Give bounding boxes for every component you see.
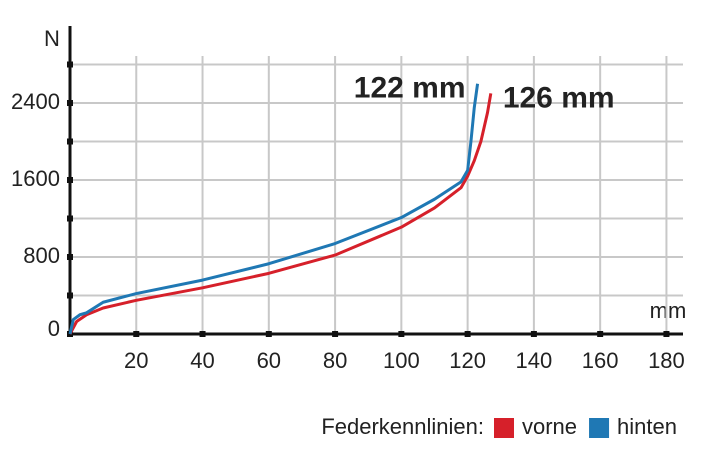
legend-label: hinten [617,414,677,439]
x-tick-label: 160 [582,348,619,373]
x-tick-label: 40 [190,348,214,373]
data-line [68,83,480,335]
y-tick-label: 2400 [11,89,60,114]
x-tick-label: 100 [383,348,420,373]
legend-swatch [589,418,610,438]
legend-title: Federkennlinien: [321,414,484,439]
x-tick-label: 80 [323,348,347,373]
y-tick-label: 0 [48,316,60,341]
x-tick-label: 180 [648,348,685,373]
x-tick-label: 120 [449,348,486,373]
data-line [68,93,493,335]
annotation: 126 mm [503,81,615,114]
annotation: 122 mm [354,72,466,105]
y-axis-label: N [44,26,60,51]
legend-swatch [494,418,514,438]
x-tick-label: 60 [257,348,281,373]
x-tick-label: 20 [124,348,148,373]
y-tick-label: 1600 [11,166,60,191]
x-axis-label: mm [650,298,687,323]
x-tick-label: 140 [516,348,553,373]
legend-label: vorne [522,414,577,439]
y-tick-label: 800 [23,243,60,268]
